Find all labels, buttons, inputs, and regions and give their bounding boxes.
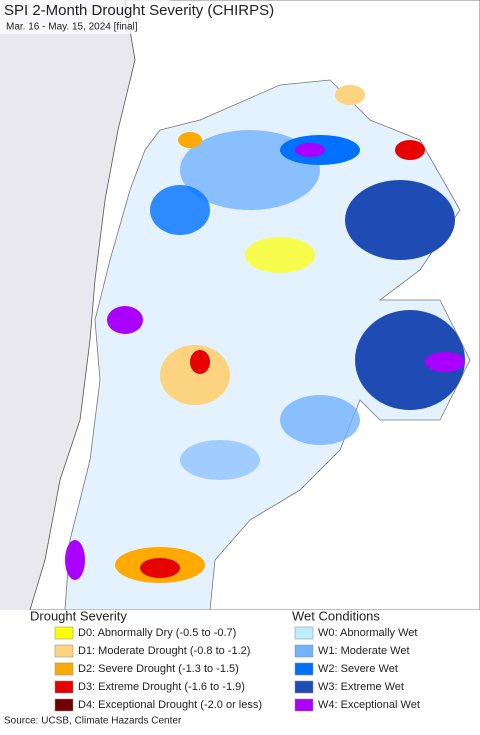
title: SPI 2-Month Drought Severity (CHIRPS) [4,2,274,19]
legend-swatch [294,626,314,640]
legend-label: D4: Exceptional Drought (-2.0 or less) [78,699,262,711]
legend-swatch [54,662,74,676]
legend-swatch [54,644,74,658]
legend-swatch [54,698,74,712]
subtitle: Mar. 16 - May. 15, 2024 [final] [6,22,138,33]
legend-title: Drought Severity [30,608,127,623]
legend-swatch [294,680,314,694]
legend-swatch [294,662,314,676]
legend-label: W3: Extreme Wet [318,681,404,693]
legend-title: Wet Conditions [292,608,380,623]
legend-label: D2: Severe Drought (-1.3 to -1.5) [78,663,239,675]
legend-label: D1: Moderate Drought (-0.8 to -1.2) [78,645,250,657]
legend-swatch [54,626,74,640]
legend-label: W1: Moderate Wet [318,645,410,657]
source: Source: UCSB, Climate Hazards Center [4,716,182,727]
legend-swatch [294,698,314,712]
legend-label: W0: Abnormally Wet [318,627,417,639]
legend-label: D3: Extreme Drought (-1.6 to -1.9) [78,681,245,693]
legend-backdrop [0,610,480,710]
title-backdrop [0,0,170,34]
legend-swatch [294,644,314,658]
map [0,0,480,611]
legend-swatch [54,680,74,694]
legend-label: D0: Abnormally Dry (-0.5 to -0.7) [78,627,236,639]
legend-label: W2: Severe Wet [318,663,398,675]
legend-label: W4: Exceptional Wet [318,699,420,711]
